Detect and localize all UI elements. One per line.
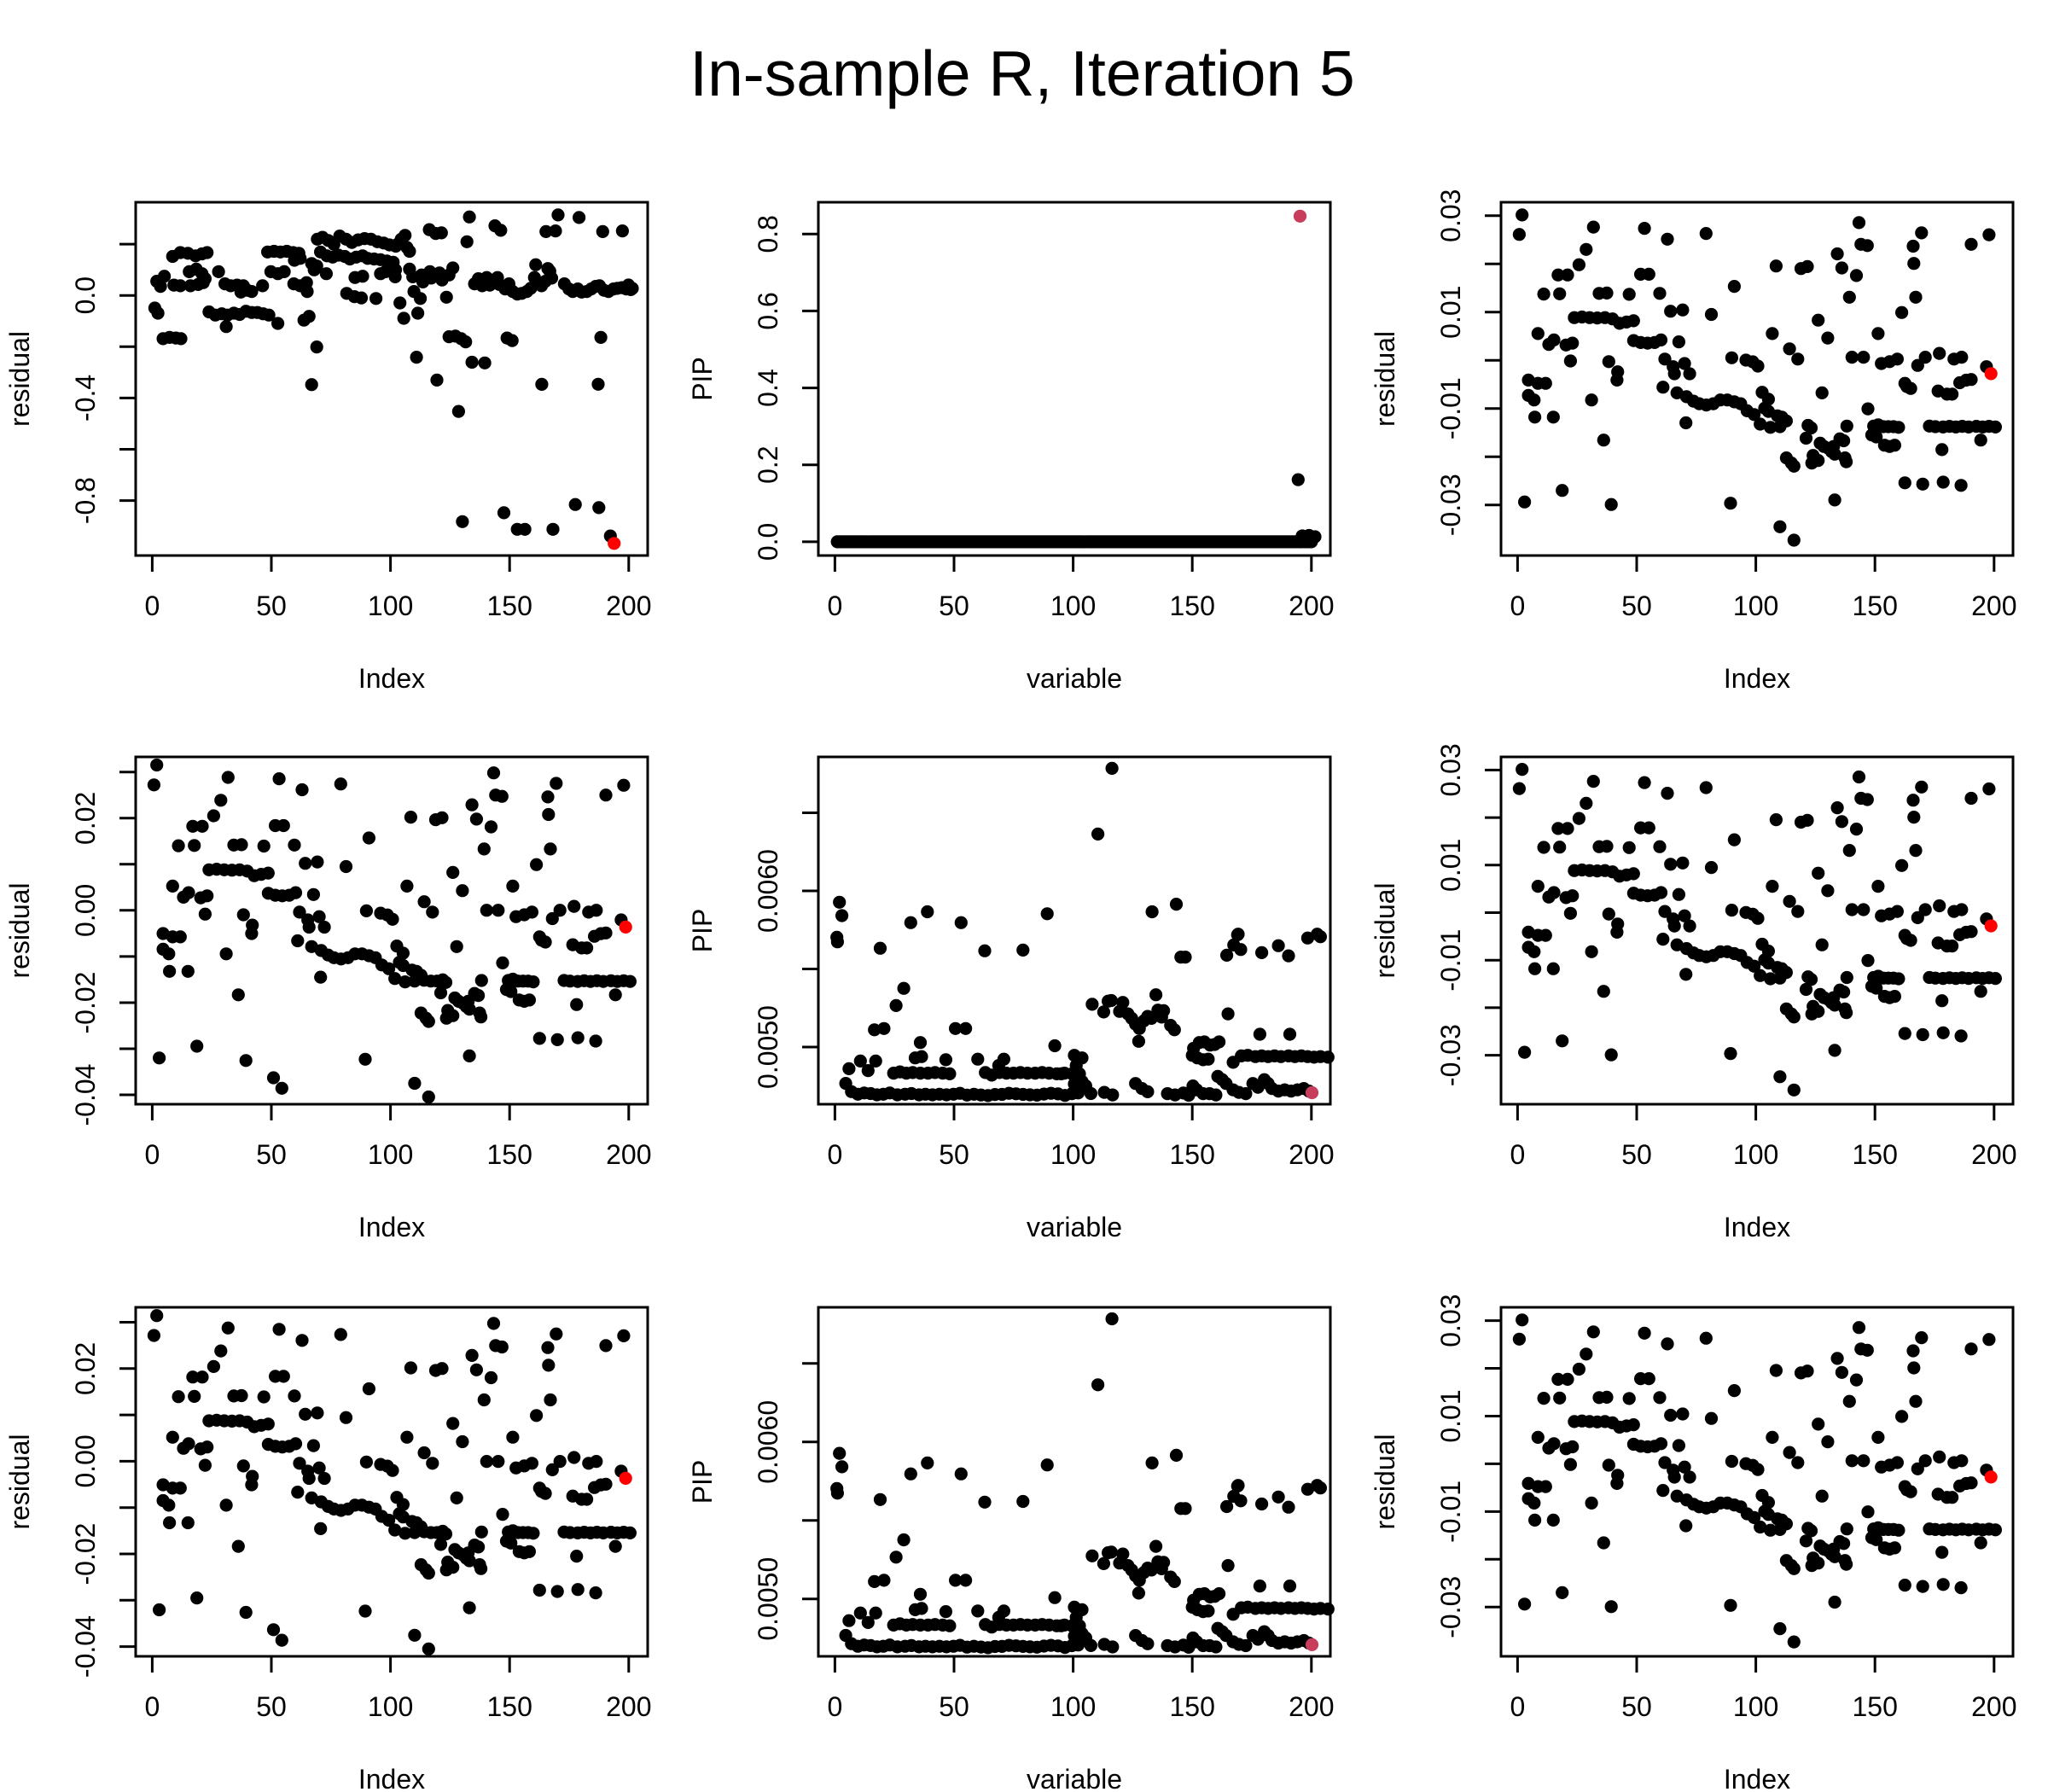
svg-text:residual: residual: [4, 1434, 35, 1529]
svg-text:50: 50: [256, 1139, 287, 1170]
svg-text:0.6: 0.6: [753, 292, 783, 329]
svg-text:0.0: 0.0: [753, 523, 783, 561]
svg-text:50: 50: [256, 1691, 287, 1722]
svg-text:100: 100: [368, 591, 413, 621]
svg-text:-0.4: -0.4: [70, 375, 101, 422]
svg-text:residual: residual: [1370, 331, 1400, 427]
svg-text:Index: Index: [1724, 663, 1790, 694]
svg-text:0.0: 0.0: [70, 276, 101, 314]
svg-text:In-sample R, Iteration 5: In-sample R, Iteration 5: [689, 38, 1355, 109]
svg-text:150: 150: [1853, 591, 1898, 621]
svg-text:150: 150: [1853, 1691, 1898, 1722]
svg-text:PIP: PIP: [687, 357, 718, 401]
svg-text:150: 150: [1853, 1139, 1898, 1170]
svg-text:100: 100: [1733, 591, 1778, 621]
svg-text:variable: variable: [1027, 1764, 1122, 1792]
svg-text:0: 0: [1510, 1691, 1526, 1722]
svg-text:200: 200: [1971, 1691, 2016, 1722]
svg-text:Index: Index: [1724, 1764, 1790, 1792]
svg-text:200: 200: [1289, 1691, 1334, 1722]
svg-text:-0.04: -0.04: [70, 1615, 101, 1678]
svg-text:0.03: 0.03: [1435, 1294, 1466, 1347]
svg-text:0: 0: [828, 591, 843, 621]
svg-text:0.01: 0.01: [1435, 1389, 1466, 1442]
svg-text:residual: residual: [4, 882, 35, 978]
svg-text:PIP: PIP: [687, 1460, 718, 1504]
svg-text:Index: Index: [1724, 1212, 1790, 1242]
svg-text:0: 0: [828, 1691, 843, 1722]
svg-text:residual: residual: [1370, 882, 1400, 978]
svg-text:-0.01: -0.01: [1435, 1481, 1466, 1543]
svg-text:0.03: 0.03: [1435, 189, 1466, 242]
svg-text:100: 100: [1733, 1139, 1778, 1170]
svg-text:100: 100: [368, 1691, 413, 1722]
svg-text:0.0050: 0.0050: [753, 1557, 783, 1641]
svg-text:200: 200: [606, 1691, 651, 1722]
svg-text:variable: variable: [1027, 663, 1122, 694]
svg-text:-0.03: -0.03: [1435, 1576, 1466, 1638]
svg-text:residual: residual: [4, 331, 35, 427]
svg-text:0.01: 0.01: [1435, 839, 1466, 892]
svg-text:0.03: 0.03: [1435, 743, 1466, 796]
svg-text:50: 50: [939, 1139, 969, 1170]
svg-text:Index: Index: [358, 1764, 425, 1792]
svg-text:50: 50: [1621, 591, 1652, 621]
svg-text:0: 0: [1510, 1139, 1526, 1170]
svg-text:0.4: 0.4: [753, 369, 783, 406]
svg-text:150: 150: [487, 1691, 532, 1722]
svg-text:-0.03: -0.03: [1435, 474, 1466, 536]
svg-text:0.8: 0.8: [753, 215, 783, 253]
svg-text:0.2: 0.2: [753, 445, 783, 483]
svg-text:200: 200: [606, 1139, 651, 1170]
svg-text:150: 150: [487, 1139, 532, 1170]
svg-text:100: 100: [1733, 1691, 1778, 1722]
svg-text:-0.01: -0.01: [1435, 929, 1466, 992]
svg-text:150: 150: [487, 591, 532, 621]
svg-text:0.0060: 0.0060: [753, 1400, 783, 1484]
svg-text:200: 200: [1971, 591, 2016, 621]
svg-text:0.02: 0.02: [70, 1342, 101, 1395]
svg-text:50: 50: [1621, 1691, 1652, 1722]
svg-text:-0.03: -0.03: [1435, 1024, 1466, 1086]
svg-text:PIP: PIP: [687, 909, 718, 953]
svg-text:-0.02: -0.02: [70, 972, 101, 1034]
svg-text:100: 100: [368, 1139, 413, 1170]
svg-text:100: 100: [1050, 1691, 1096, 1722]
svg-text:-0.02: -0.02: [70, 1523, 101, 1585]
svg-text:0.0050: 0.0050: [753, 1005, 783, 1089]
svg-text:150: 150: [1170, 1139, 1215, 1170]
svg-text:0: 0: [145, 1139, 160, 1170]
svg-text:0.0060: 0.0060: [753, 849, 783, 933]
svg-text:150: 150: [1170, 1691, 1215, 1722]
svg-text:-0.04: -0.04: [70, 1064, 101, 1126]
svg-text:-0.01: -0.01: [1435, 377, 1466, 439]
svg-text:100: 100: [1050, 591, 1096, 621]
svg-text:200: 200: [1971, 1139, 2016, 1170]
svg-text:Index: Index: [358, 663, 425, 694]
svg-text:100: 100: [1050, 1139, 1096, 1170]
svg-text:0: 0: [828, 1139, 843, 1170]
svg-text:Index: Index: [358, 1212, 425, 1242]
svg-text:50: 50: [256, 591, 287, 621]
svg-text:residual: residual: [1370, 1434, 1400, 1529]
svg-text:0: 0: [1510, 591, 1526, 621]
svg-text:150: 150: [1170, 591, 1215, 621]
svg-text:200: 200: [1289, 1139, 1334, 1170]
svg-text:200: 200: [1289, 591, 1334, 621]
svg-text:-0.8: -0.8: [70, 477, 101, 524]
svg-text:50: 50: [939, 591, 969, 621]
svg-text:50: 50: [1621, 1139, 1652, 1170]
svg-text:0: 0: [145, 1691, 160, 1722]
svg-text:0.01: 0.01: [1435, 286, 1466, 339]
svg-text:0: 0: [145, 591, 160, 621]
svg-text:50: 50: [939, 1691, 969, 1722]
svg-text:variable: variable: [1027, 1212, 1122, 1242]
svg-text:0.00: 0.00: [70, 884, 101, 937]
svg-text:0.02: 0.02: [70, 792, 101, 845]
svg-text:0.00: 0.00: [70, 1434, 101, 1487]
svg-text:200: 200: [606, 591, 651, 621]
